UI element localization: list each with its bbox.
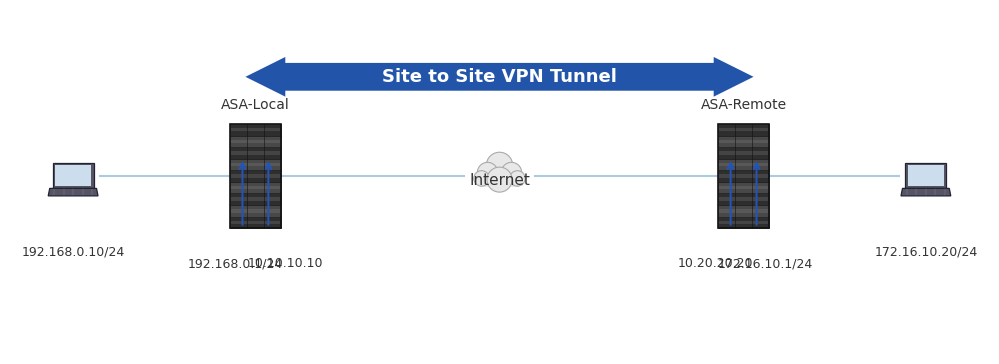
Text: 172.16.10.1/24: 172.16.10.1/24 bbox=[718, 257, 813, 270]
Bar bbox=[231, 209, 280, 213]
Bar bbox=[230, 159, 282, 170]
Circle shape bbox=[509, 171, 525, 186]
Bar bbox=[717, 124, 769, 135]
Bar bbox=[230, 135, 282, 147]
Text: 192.168.0.10/24: 192.168.0.10/24 bbox=[22, 245, 125, 258]
Bar bbox=[717, 170, 769, 182]
Bar bbox=[231, 151, 280, 155]
Bar bbox=[231, 174, 280, 178]
Bar bbox=[719, 209, 768, 213]
Bar bbox=[230, 193, 282, 205]
Bar bbox=[231, 221, 280, 224]
Bar bbox=[230, 147, 282, 159]
Bar bbox=[231, 197, 280, 201]
Circle shape bbox=[478, 162, 498, 183]
Bar bbox=[230, 205, 282, 217]
Bar bbox=[231, 128, 280, 131]
Text: 192.168.0.1/24: 192.168.0.1/24 bbox=[188, 257, 283, 270]
Polygon shape bbox=[901, 189, 951, 196]
Bar bbox=[230, 170, 282, 182]
Bar bbox=[55, 165, 91, 186]
Bar bbox=[230, 124, 282, 135]
Bar bbox=[719, 221, 768, 224]
Polygon shape bbox=[246, 57, 753, 97]
Circle shape bbox=[487, 167, 512, 192]
Bar bbox=[717, 135, 769, 147]
Bar bbox=[717, 182, 769, 193]
Text: Site to Site VPN Tunnel: Site to Site VPN Tunnel bbox=[382, 68, 617, 86]
Bar bbox=[717, 147, 769, 159]
Circle shape bbox=[474, 171, 490, 186]
Bar bbox=[719, 186, 768, 189]
Bar bbox=[717, 193, 769, 205]
Polygon shape bbox=[53, 163, 94, 189]
Text: 10.10.10.10: 10.10.10.10 bbox=[248, 257, 323, 270]
Bar bbox=[719, 197, 768, 201]
Text: Internet: Internet bbox=[470, 173, 529, 187]
Bar bbox=[719, 174, 768, 178]
Circle shape bbox=[487, 152, 512, 178]
Bar bbox=[230, 124, 282, 228]
Text: 172.16.10.20/24: 172.16.10.20/24 bbox=[874, 245, 977, 258]
Bar bbox=[719, 139, 768, 143]
Bar bbox=[231, 186, 280, 189]
Bar bbox=[908, 165, 944, 186]
Circle shape bbox=[501, 162, 521, 183]
Bar bbox=[719, 151, 768, 155]
Bar bbox=[719, 128, 768, 131]
Polygon shape bbox=[905, 163, 946, 189]
Text: 10.20.20.20: 10.20.20.20 bbox=[678, 257, 753, 270]
Bar bbox=[230, 217, 282, 228]
Bar bbox=[719, 163, 768, 166]
Text: ASA-Remote: ASA-Remote bbox=[700, 98, 786, 111]
Bar bbox=[717, 217, 769, 228]
Bar bbox=[480, 173, 519, 187]
Polygon shape bbox=[48, 189, 98, 196]
Bar bbox=[717, 205, 769, 217]
Text: ASA-Local: ASA-Local bbox=[221, 98, 290, 111]
Bar bbox=[230, 182, 282, 193]
Bar bbox=[717, 124, 769, 228]
Bar bbox=[231, 139, 280, 143]
Bar bbox=[717, 159, 769, 170]
Bar bbox=[231, 163, 280, 166]
